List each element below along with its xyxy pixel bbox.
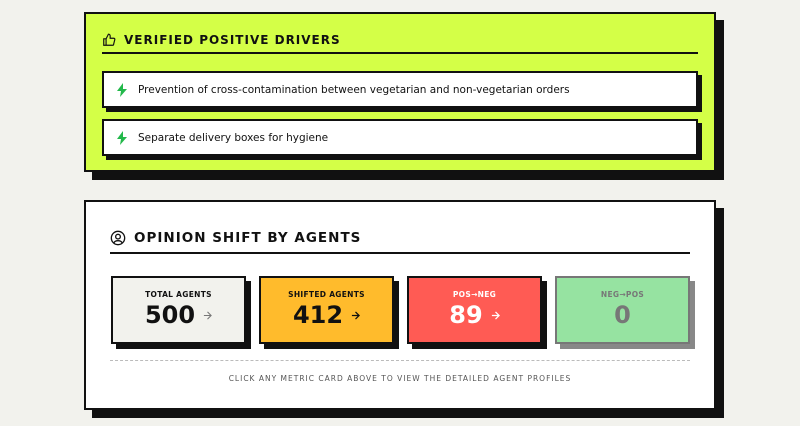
panel-header: OPINION SHIFT BY AGENTS — [110, 224, 690, 254]
bolt-icon — [117, 82, 127, 97]
panel-title: VERIFIED POSITIVE DRIVERS — [124, 33, 341, 47]
user-icon — [110, 230, 126, 246]
metric-row: 89 — [409, 301, 540, 329]
metric-value: 0 — [614, 301, 631, 329]
panel-title: OPINION SHIFT BY AGENTS — [134, 230, 362, 246]
arrow-icon — [351, 310, 361, 320]
thumbs-up-icon — [103, 33, 116, 46]
metric-card[interactable]: POS→NEG 89 — [407, 276, 542, 344]
drivers-panel: VERIFIED POSITIVE DRIVERS Prevention of … — [84, 12, 716, 172]
driver-text: Prevention of cross-contamination betwee… — [138, 83, 570, 96]
metric-label: SHIFTED AGENTS — [288, 290, 365, 299]
driver-text: Separate delivery boxes for hygiene — [138, 131, 329, 144]
panel-header: VERIFIED POSITIVE DRIVERS — [102, 28, 698, 54]
arrow-icon — [491, 310, 500, 320]
divider — [110, 360, 690, 361]
metric-label: POS→NEG — [452, 290, 497, 299]
metric-value: 500 — [144, 301, 196, 329]
hint-text: CLICK ANY METRIC CARD ABOVE TO VIEW THE … — [228, 374, 572, 383]
metric-card[interactable]: TOTAL AGENTS 500 — [111, 276, 246, 344]
metric-card[interactable]: NEG→POS 0 — [555, 276, 690, 344]
bolt-icon — [117, 130, 127, 145]
metric-label: NEG→POS — [600, 290, 645, 299]
metric-row: 412 — [261, 301, 392, 329]
metric-card[interactable]: SHIFTED AGENTS 412 — [259, 276, 394, 344]
metric-value: 412 — [292, 301, 344, 329]
metric-value: 89 — [449, 301, 483, 329]
metric-row: 500 — [113, 301, 244, 329]
agents-panel: OPINION SHIFT BY AGENTS TOTAL AGENTS 500… — [84, 200, 716, 410]
metric-row: 0 — [557, 301, 688, 329]
driver-item: Prevention of cross-contamination betwee… — [102, 71, 698, 108]
metric-label: TOTAL AGENTS — [145, 290, 212, 299]
arrow-icon — [203, 311, 212, 319]
driver-item: Separate delivery boxes for hygiene — [102, 119, 698, 156]
